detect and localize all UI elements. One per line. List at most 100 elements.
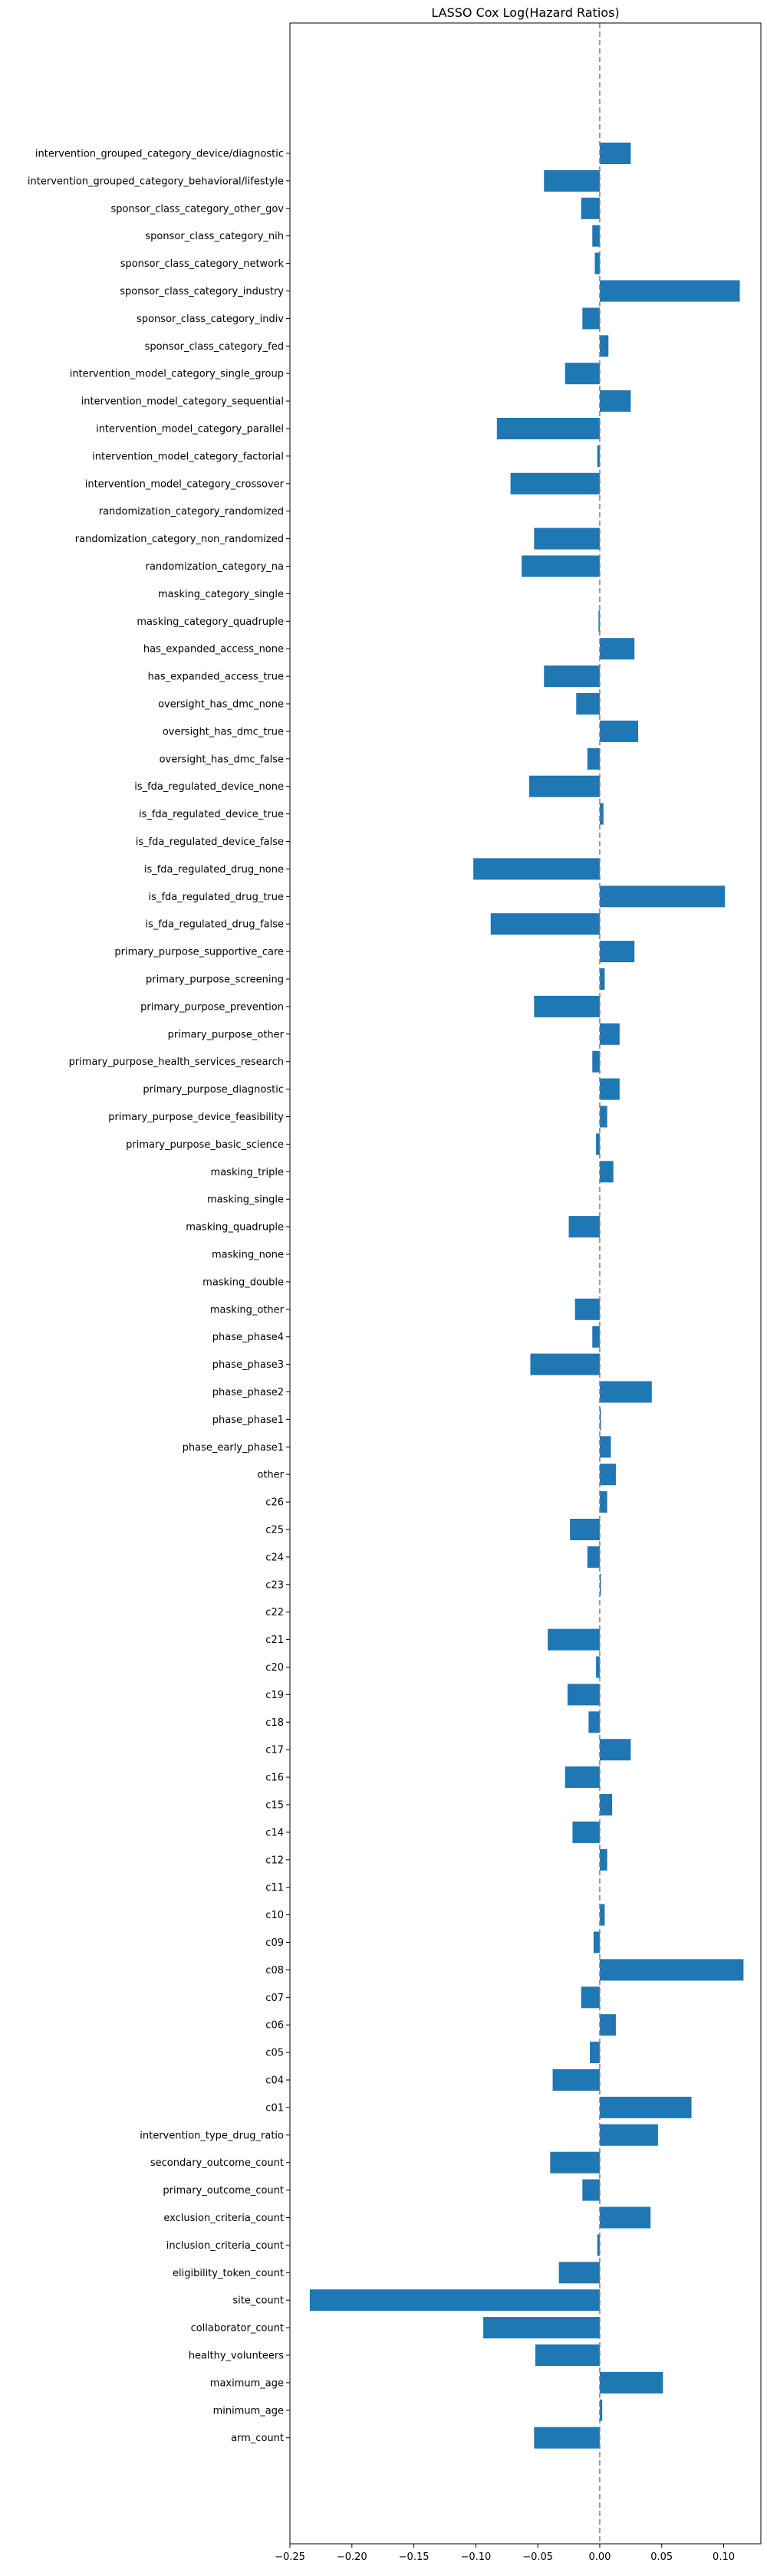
bar-primary_purpose_diagnostic bbox=[599, 1078, 620, 1100]
y-tick-label: primary_outcome_count bbox=[163, 2185, 284, 2196]
y-tick-label: masking_category_quadruple bbox=[137, 616, 284, 628]
y-tick-label: c25 bbox=[265, 1525, 284, 1536]
y-tick-label: has_expanded_access_true bbox=[148, 672, 284, 683]
y-tick-label: is_fda_regulated_drug_true bbox=[149, 892, 284, 903]
y-tick-label: eligibility_token_count bbox=[173, 2268, 284, 2279]
y-axis-ticks: intervention_grouped_category_device/dia… bbox=[28, 149, 290, 2444]
bar-c15 bbox=[599, 1794, 613, 1815]
x-tick-label: 0.10 bbox=[713, 2551, 735, 2563]
bar-c08 bbox=[599, 1959, 744, 1981]
y-tick-label: inclusion_criteria_count bbox=[166, 2240, 284, 2252]
y-tick-label: c14 bbox=[265, 1827, 284, 1838]
bar-c01 bbox=[599, 2096, 692, 2118]
x-tick-label: 0.00 bbox=[588, 2551, 611, 2563]
y-tick-label: c10 bbox=[265, 1910, 284, 1921]
y-tick-label: c05 bbox=[265, 2048, 284, 2059]
bar-sponsor_class_category_industry bbox=[599, 280, 740, 302]
x-tick-label: 0.05 bbox=[650, 2551, 673, 2563]
y-tick-label: is_fda_regulated_device_true bbox=[139, 809, 284, 820]
bar-intervention_grouped_category_device/diagnostic bbox=[599, 143, 631, 164]
bar-c16 bbox=[565, 1766, 600, 1789]
y-tick-label: c21 bbox=[265, 1635, 284, 1646]
y-tick-label: c20 bbox=[265, 1662, 284, 1674]
y-tick-label: masking_category_single bbox=[158, 589, 284, 600]
bar-sponsor_class_category_fed bbox=[599, 335, 609, 357]
bar-sponsor_class_category_nih bbox=[592, 225, 600, 247]
bar-phase_phase3 bbox=[530, 1353, 600, 1375]
bar-intervention_model_category_factorial bbox=[597, 445, 600, 467]
y-tick-label: randomization_category_non_randomized bbox=[75, 534, 284, 545]
y-tick-label: site_count bbox=[232, 2295, 284, 2307]
x-tick-label: −0.10 bbox=[460, 2551, 491, 2563]
x-tick-label: −0.15 bbox=[399, 2551, 430, 2563]
bar-oversight_has_dmc_true bbox=[599, 720, 639, 742]
y-tick-label: c17 bbox=[265, 1745, 284, 1756]
y-tick-label: c26 bbox=[265, 1497, 284, 1509]
bar-secondary_outcome_count bbox=[550, 2151, 600, 2174]
bar-sponsor_class_category_indiv bbox=[582, 307, 600, 330]
y-tick-label: sponsor_class_category_network bbox=[120, 258, 285, 270]
y-tick-label: phase_early_phase1 bbox=[183, 1442, 284, 1454]
bar-masking_triple bbox=[599, 1161, 614, 1183]
bar-maximum_age bbox=[599, 2371, 663, 2394]
bar-primary_outcome_count bbox=[582, 2179, 600, 2201]
bar-c17 bbox=[599, 1739, 631, 1761]
y-tick-label: masking_single bbox=[207, 1194, 284, 1206]
y-tick-label: primary_purpose_prevention bbox=[140, 1001, 284, 1013]
bar-primary_purpose_screening bbox=[599, 968, 605, 990]
bar-c10 bbox=[599, 1904, 605, 1926]
y-tick-label: primary_purpose_supportive_care bbox=[114, 947, 284, 958]
bar-inclusion_criteria_count bbox=[597, 2234, 600, 2256]
y-tick-label: is_fda_regulated_device_false bbox=[136, 836, 284, 848]
y-tick-label: collaborator_count bbox=[191, 2323, 284, 2334]
y-tick-label: secondary_outcome_count bbox=[150, 2157, 284, 2169]
y-tick-label: c24 bbox=[265, 1552, 284, 1563]
y-tick-label: intervention_model_category_factorial bbox=[92, 451, 284, 462]
y-tick-label: masking_none bbox=[212, 1250, 284, 1261]
y-tick-label: primary_purpose_device_feasibility bbox=[108, 1112, 284, 1123]
y-tick-label: intervention_model_category_parallel bbox=[96, 424, 284, 435]
bar-phase_phase4 bbox=[592, 1326, 600, 1348]
bar-intervention_model_category_single_group bbox=[565, 363, 600, 385]
bar-c07 bbox=[581, 1986, 600, 2009]
y-tick-label: c15 bbox=[265, 1800, 284, 1812]
bar-c19 bbox=[567, 1684, 600, 1706]
bar-minimum_age bbox=[599, 2399, 603, 2421]
y-tick-label: primary_purpose_screening bbox=[146, 974, 284, 986]
y-tick-label: intervention_grouped_category_device/dia… bbox=[35, 149, 284, 160]
y-tick-label: c23 bbox=[265, 1579, 284, 1591]
y-tick-label: masking_other bbox=[210, 1304, 285, 1316]
bar-healthy_volunteers bbox=[535, 2344, 600, 2366]
bar-phase_phase1 bbox=[599, 1408, 601, 1431]
y-tick-label: exclusion_criteria_count bbox=[163, 2213, 284, 2224]
y-tick-label: intervention_type_drug_ratio bbox=[140, 2130, 284, 2141]
y-tick-label: randomization_category_na bbox=[146, 561, 284, 573]
y-tick-label: is_fda_regulated_drug_false bbox=[145, 919, 284, 931]
y-tick-label: phase_phase4 bbox=[212, 1332, 284, 1343]
y-tick-label: primary_purpose_health_services_research bbox=[69, 1056, 284, 1068]
y-tick-label: masking_triple bbox=[211, 1167, 284, 1178]
bar-phase_phase2 bbox=[599, 1381, 652, 1403]
bar-c06 bbox=[599, 2014, 616, 2036]
y-tick-label: primary_purpose_diagnostic bbox=[143, 1084, 284, 1096]
bar-c18 bbox=[588, 1711, 600, 1733]
bar-oversight_has_dmc_none bbox=[576, 693, 600, 715]
bar-intervention_grouped_category_behavioral/lifestyle bbox=[544, 169, 600, 192]
y-tick-label: c07 bbox=[265, 1993, 284, 2004]
y-tick-label: arm_count bbox=[231, 2433, 284, 2444]
y-tick-label: is_fda_regulated_device_none bbox=[134, 781, 284, 793]
bar-randomization_category_non_randomized bbox=[534, 527, 600, 550]
bar-has_expanded_access_none bbox=[599, 638, 635, 660]
bar-primary_purpose_supportive_care bbox=[599, 941, 635, 963]
bar-masking_quadruple bbox=[568, 1216, 600, 1238]
y-tick-label: phase_phase3 bbox=[212, 1359, 284, 1371]
bar-other bbox=[599, 1464, 616, 1486]
y-tick-label: sponsor_class_category_indiv bbox=[137, 314, 284, 325]
y-tick-label: c16 bbox=[265, 1773, 284, 1784]
bar-is_fda_regulated_drug_true bbox=[599, 886, 726, 908]
y-tick-label: is_fda_regulated_drug_none bbox=[144, 864, 284, 876]
bar-oversight_has_dmc_false bbox=[587, 748, 600, 770]
bar-intervention_model_category_crossover bbox=[510, 472, 600, 495]
y-tick-label: c12 bbox=[265, 1855, 284, 1866]
bar-site_count bbox=[309, 2289, 600, 2312]
